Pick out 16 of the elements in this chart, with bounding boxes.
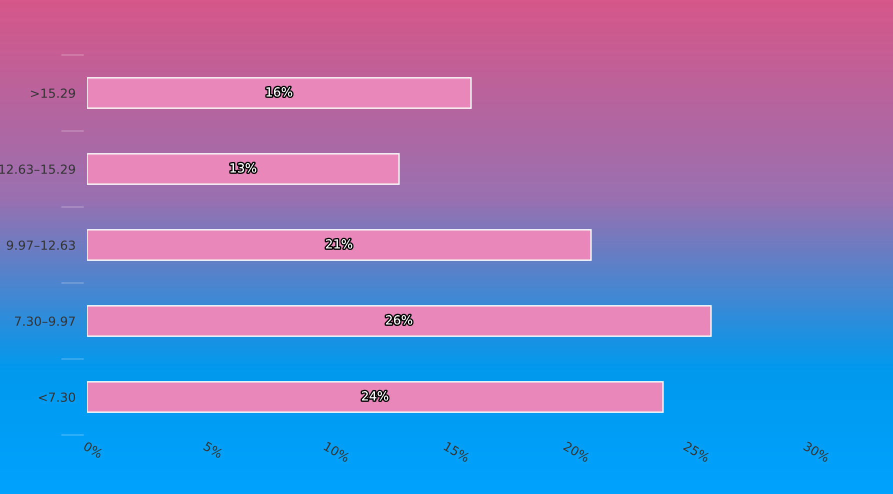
y-tick-label: 9.97–12.63	[6, 240, 75, 250]
y-tick-label: <7.30	[38, 392, 76, 402]
x-tick-label: 20%	[562, 441, 590, 462]
data-label: 16%	[266, 87, 292, 97]
x-tick-label: 10%	[323, 441, 350, 462]
x-tick-label: 5%	[203, 441, 224, 459]
data-label: 21%	[326, 239, 352, 249]
data-label: 26%	[386, 315, 412, 325]
x-tick-label: 30%	[802, 441, 830, 462]
x-tick-label: 0%	[82, 441, 104, 459]
y-tick-label: 7.30–9.97	[15, 316, 75, 326]
data-label: 24%	[362, 391, 388, 401]
y-tick-label: >15.29	[30, 88, 76, 98]
x-tick-label: 25%	[682, 441, 710, 462]
x-tick-label: 15%	[443, 441, 470, 462]
data-label: 13%	[230, 163, 256, 173]
